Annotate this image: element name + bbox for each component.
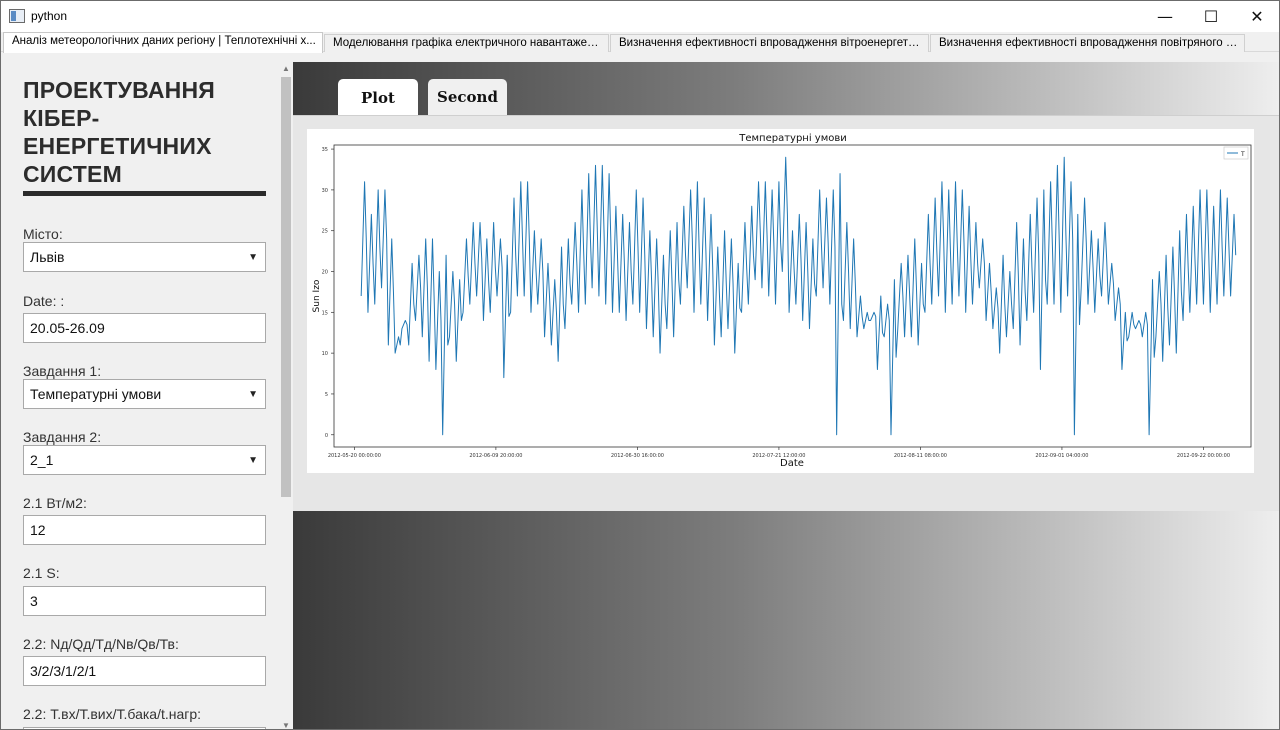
tab-second[interactable]: Second bbox=[428, 79, 507, 115]
date-input-value: 20.05-26.09 bbox=[30, 320, 105, 336]
chart-figure: Температурні умови 0 5 10 15 20 25 30 35 2012-0… bbox=[307, 129, 1254, 473]
y-tick-label: 20 bbox=[322, 270, 328, 276]
plot-frame bbox=[333, 144, 1252, 448]
tab-air-heat-pump-efficiency[interactable]: Визначення ефективності впровадження пов… bbox=[930, 34, 1245, 52]
sidebar-scrollbar[interactable]: ▲ ▼ bbox=[279, 62, 293, 730]
title-bar: python — ☐ ✕ bbox=[1, 1, 1279, 32]
chart-legend: T bbox=[1223, 146, 1249, 160]
scroll-down-icon[interactable]: ▼ bbox=[282, 721, 290, 730]
task2-select[interactable]: 2_1 ▼ bbox=[23, 445, 266, 475]
chart-title: Температурні умови bbox=[738, 132, 847, 144]
task2-label: Завдання 2: bbox=[23, 429, 102, 445]
x-tick-label: 2012-08-11 08:00:00 bbox=[894, 453, 947, 459]
city-select-value: Львів bbox=[30, 249, 65, 265]
scrollbar-thumb[interactable] bbox=[281, 77, 291, 497]
chevron-down-icon: ▼ bbox=[248, 389, 258, 400]
area-s-label: 2.1 S: bbox=[23, 565, 60, 581]
task2-select-value: 2_1 bbox=[30, 452, 54, 468]
chart-xlabel: Date bbox=[780, 458, 804, 469]
area-s-input[interactable]: 3 bbox=[23, 586, 266, 616]
x-tick-label: 2012-09-22 00:00:00 bbox=[1177, 453, 1230, 459]
document-tab-bar: Аналіз метеорологічних даних регіону | Т… bbox=[1, 32, 1279, 53]
x-tick-label: 2012-05-20 00:00:00 bbox=[328, 453, 381, 459]
series-line-t bbox=[360, 156, 1237, 436]
scroll-up-icon[interactable]: ▲ bbox=[282, 64, 290, 73]
tab-meteorological-analysis[interactable]: Аналіз метеорологічних даних регіону | Т… bbox=[3, 32, 323, 53]
sidebar-heading: ПРОЕКТУВАННЯ КІБЕР-ЕНЕРГЕТИЧНИХ СИСТЕМ bbox=[23, 77, 215, 187]
x-tick-label: 2012-06-09 20:00:00 bbox=[469, 453, 522, 459]
heading-divider bbox=[23, 191, 266, 196]
x-tick-label: 2012-07-21 12:00:00 bbox=[752, 453, 805, 459]
settings-sidebar: ПРОЕКТУВАННЯ КІБЕР-ЕНЕРГЕТИЧНИХ СИСТЕМ М… bbox=[11, 62, 279, 729]
x-tick-label: 2012-06-30 16:00:00 bbox=[611, 453, 664, 459]
power-per-m2-input[interactable]: 12 bbox=[23, 515, 266, 545]
y-tick-label: 5 bbox=[325, 392, 328, 398]
tab-electric-load-modeling[interactable]: Моделювання графіка електричного наванта… bbox=[324, 34, 609, 52]
maximize-button[interactable]: ☐ bbox=[1203, 7, 1219, 26]
task1-select[interactable]: Температурні умови ▼ bbox=[23, 379, 266, 409]
task1-label: Завдання 1: bbox=[23, 363, 102, 379]
consumers-label: 2.2: Nд/Qд/Тд/Nв/Qв/Тв: bbox=[23, 636, 179, 652]
y-tick-label: 10 bbox=[322, 351, 328, 357]
area-s-value: 3 bbox=[30, 593, 38, 609]
y-tick-label: 25 bbox=[322, 229, 328, 235]
date-label: Date: : bbox=[23, 293, 65, 309]
plot-panel: Температурні умови 0 5 10 15 20 25 30 35 2012-0… bbox=[293, 115, 1279, 511]
chevron-down-icon: ▼ bbox=[248, 455, 258, 466]
tab-wind-energy-efficiency[interactable]: Визначення ефективності впровадження віт… bbox=[610, 34, 929, 52]
city-label: Місто: bbox=[23, 226, 63, 242]
python-window-icon bbox=[9, 9, 25, 23]
y-tick-label: 0 bbox=[325, 433, 328, 439]
y-tick-label: 35 bbox=[322, 147, 328, 153]
chart-ylabel: Sun Izo bbox=[312, 279, 322, 312]
consumers-input[interactable]: 3/2/3/1/2/1 bbox=[23, 656, 266, 686]
power-per-m2-value: 12 bbox=[30, 522, 46, 538]
close-button[interactable]: ✕ bbox=[1250, 7, 1264, 26]
temperature-chart: Температурні умови 0 5 10 15 20 25 30 35 2012-0… bbox=[307, 129, 1254, 473]
task1-select-value: Температурні умови bbox=[30, 386, 162, 402]
main-area: Plot Second Температурні умови 0 5 10 15 20 2… bbox=[293, 62, 1279, 729]
x-tick-label: 2012-09-01 04:00:00 bbox=[1035, 453, 1088, 459]
chevron-down-icon: ▼ bbox=[248, 252, 258, 263]
minimize-button[interactable]: — bbox=[1157, 7, 1173, 26]
consumers-value: 3/2/3/1/2/1 bbox=[30, 663, 97, 679]
city-select[interactable]: Львів ▼ bbox=[23, 242, 266, 272]
y-tick-label: 15 bbox=[322, 310, 328, 316]
legend-label-t: T bbox=[1240, 151, 1245, 158]
date-input[interactable]: 20.05-26.09 bbox=[23, 313, 266, 343]
tab-plot[interactable]: Plot bbox=[338, 79, 418, 116]
temperatures-input[interactable] bbox=[23, 727, 266, 729]
power-per-m2-label: 2.1 Вт/м2: bbox=[23, 495, 87, 511]
window-title: python bbox=[31, 9, 68, 23]
temperatures-label: 2.2: Т.вх/Т.вих/Т.бака/t.нагр: bbox=[23, 706, 202, 722]
y-tick-label: 30 bbox=[322, 188, 328, 194]
